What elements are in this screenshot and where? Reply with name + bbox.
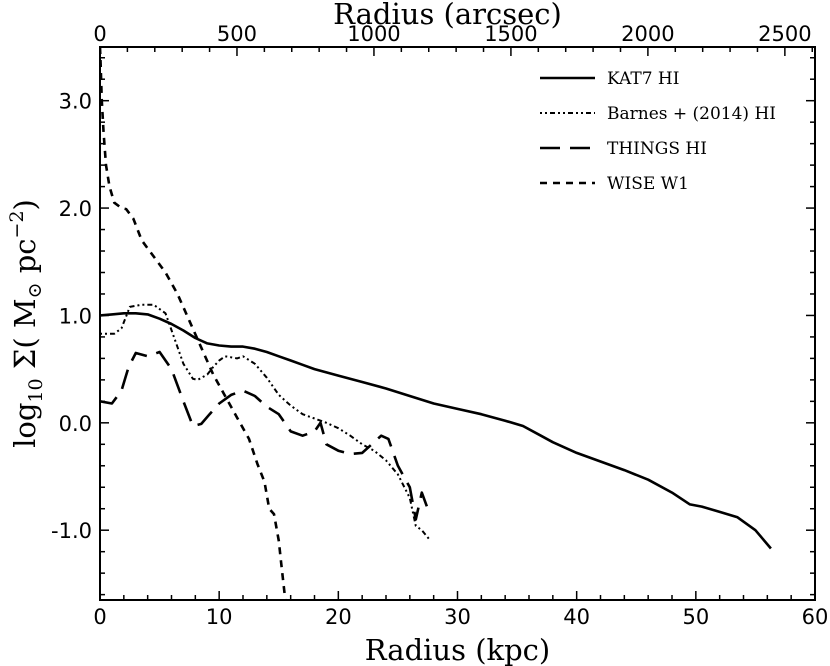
x-tick-label: 20 [325, 605, 352, 629]
x-tick-label: 50 [682, 605, 709, 629]
x-tick-label: 0 [93, 605, 106, 629]
y-axis-title-close: ) [8, 199, 42, 210]
y-axis-title-sub: 10 [25, 378, 47, 402]
x2-tick-label: 1000 [347, 22, 400, 46]
legend-label: WISE W1 [607, 174, 689, 194]
y-axis-title-unit: pc [8, 238, 42, 282]
x-tick-label: 60 [802, 605, 829, 629]
legend-label: THINGS HI [607, 139, 707, 159]
plot-frame [99, 46, 816, 601]
svg-text:log10 Σ( M⊙ pc−2): log10 Σ( M⊙ pc−2) [6, 199, 47, 448]
series-line-2 [100, 350, 429, 521]
y-tick-label: 1.0 [59, 304, 92, 328]
x-axis-title: Radius (kpc) [365, 633, 550, 666]
y-axis-title: log10 Σ( M⊙ pc−2) [6, 199, 47, 448]
legend-label: Barnes + (2014) HI [607, 104, 776, 124]
series-line-1 [100, 303, 430, 540]
y-tick-label: 2.0 [59, 197, 92, 221]
legend-label: KAT7 HI [607, 69, 679, 89]
y-tick-label: -1.0 [51, 519, 92, 543]
x2-tick-label: 2000 [621, 22, 674, 46]
x2-tick-label: 500 [217, 22, 257, 46]
legend: KAT7 HI Barnes + (2014) HI THINGS HI WISE W… [540, 69, 776, 194]
series-line-0 [100, 312, 772, 550]
x-tick-label: 40 [563, 605, 590, 629]
y-axis-title-sun: ⊙ [24, 283, 46, 299]
x-tick-label: 10 [206, 605, 233, 629]
y-axis-title-main: Σ( M [8, 298, 42, 378]
series-layer [100, 47, 772, 600]
y-tick-label: 0.0 [59, 412, 92, 436]
x-tick-label: 30 [444, 605, 471, 629]
series-line-3 [100, 47, 287, 600]
top-axis-title: Radius (arcsec) [333, 0, 562, 31]
y-axis-title-prefix: log [8, 403, 42, 448]
ticks-layer: 0 10 20 30 40 50 60 0 500 1000 1500 2000 2500 -1.0 0.0… [51, 22, 828, 629]
y-tick-label: 3.0 [59, 90, 92, 114]
y-axis-title-sup: −2 [6, 210, 28, 238]
x2-tick-label: 0 [93, 22, 106, 46]
x2-tick-label: 2500 [758, 22, 811, 46]
x2-tick-label: 1500 [484, 22, 537, 46]
